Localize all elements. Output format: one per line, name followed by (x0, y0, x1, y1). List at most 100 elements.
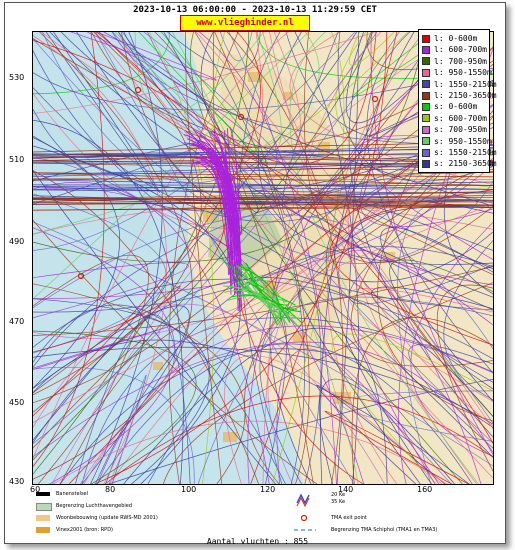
flight-track (298, 288, 493, 484)
flight-track (33, 366, 195, 484)
flight-track (33, 158, 452, 484)
flight-track (348, 32, 493, 438)
legend-label: s: 700-950m (434, 125, 487, 135)
flight-track (194, 32, 305, 484)
vinex-swatch (36, 527, 50, 533)
legend-swatch (422, 125, 430, 134)
time-range-title: 2023-10-13 06:00:00 - 2023-10-13 11:29:5… (133, 5, 377, 15)
flight-track (33, 120, 184, 484)
tma-exit-icon (300, 514, 308, 522)
flight-track (303, 32, 493, 264)
flight-track (269, 73, 493, 484)
flight-track (33, 32, 377, 114)
flight-track (102, 32, 322, 484)
flight-track (229, 162, 243, 289)
flight-track (33, 32, 289, 460)
runway-swatch (36, 492, 50, 496)
altitude-legend: l: 0-600m l: 600-700m l: 700-950m l: 950-15… (418, 29, 497, 173)
flight-track (33, 201, 493, 205)
flight-track (33, 32, 227, 353)
flight-track-map[interactable] (32, 31, 494, 485)
legend-label: s: 600-700m (434, 113, 487, 123)
flight-track (33, 40, 493, 444)
x-tick-label: 100 (181, 485, 197, 494)
flight-tracks (33, 32, 493, 484)
legend-swatch (422, 148, 430, 157)
flight-track (330, 189, 493, 346)
flight-track (33, 179, 493, 190)
legend-item: s: 950-1550m (422, 136, 492, 147)
flight-track (148, 32, 214, 484)
flight-track (185, 32, 223, 484)
housing-swatch (36, 515, 50, 521)
flight-track (33, 35, 168, 484)
flight-track (90, 32, 163, 484)
legend-item: s: 600-700m (422, 113, 487, 124)
flight-track (243, 283, 300, 319)
flight-track (192, 129, 243, 235)
flight-track (331, 333, 493, 484)
legend-swatch (422, 114, 430, 123)
flight-track (112, 32, 278, 172)
flight-track (45, 32, 160, 193)
flight-track (168, 32, 239, 484)
flight-track (33, 32, 193, 480)
land-area (33, 112, 153, 252)
flight-track (33, 339, 145, 484)
y-tick-label: 430 (9, 477, 25, 486)
flight-track (319, 378, 455, 484)
flight-track (52, 420, 448, 484)
flight-track (246, 264, 290, 306)
flight-track (185, 131, 231, 256)
legend-item: l: 600-700m (422, 44, 487, 55)
flight-track (436, 284, 493, 472)
flight-track (195, 152, 231, 275)
flight-track (389, 259, 493, 417)
flight-track (338, 249, 493, 484)
y-tick-label: 450 (9, 398, 25, 407)
legend-swatch (422, 91, 430, 100)
flight-track (324, 410, 470, 484)
flight-track (33, 108, 493, 212)
flight-track (238, 32, 283, 484)
flight-track (348, 287, 493, 402)
legend-swatch (422, 68, 430, 77)
legend-item: l: 1550-2150m (422, 79, 497, 90)
legend-swatch (422, 80, 430, 89)
legend-item: s: 1550-2150m (422, 147, 497, 158)
flight-count: Aantal vluchten : 855 (206, 537, 309, 546)
flight-track (237, 281, 279, 305)
legend-label: s: 2150-3650m (434, 159, 497, 169)
site-badge[interactable]: www.vlieghinder.nl (180, 15, 310, 31)
noise-contour-icon (296, 493, 310, 507)
flight-track (33, 198, 493, 201)
vinex-label: Vinex2001 (bron: RPD) (56, 527, 113, 533)
flight-track (105, 374, 147, 484)
flight-track (33, 283, 246, 484)
x-tick-label: 160 (417, 485, 433, 494)
legend-item: l: 2150-3650m (422, 90, 497, 101)
flight-track (96, 343, 473, 484)
flight-track (33, 32, 105, 467)
legend-item: l: 0-600m (422, 33, 477, 44)
flight-track (75, 314, 191, 484)
legend-swatch (422, 34, 430, 43)
flight-track (246, 281, 291, 323)
flight-track (320, 32, 415, 484)
legend-item: s: 0-600m (422, 101, 477, 112)
flight-track (33, 32, 358, 441)
y-tick-label: 470 (9, 317, 25, 326)
flight-track (33, 32, 356, 251)
y-tick-label: 530 (9, 73, 25, 82)
flight-track (259, 296, 493, 484)
legend-label: l: 2150-3650m (434, 91, 497, 100)
tma-exit-points (77, 86, 379, 280)
flight-track (33, 266, 493, 336)
legend-label: s: 0-600m (434, 102, 478, 112)
flight-track (272, 32, 345, 484)
legend-item: s: 700-950m (422, 124, 487, 135)
flight-track (70, 32, 217, 81)
flight-track (289, 32, 479, 484)
flight-track (33, 181, 270, 484)
flight-track (33, 303, 386, 484)
